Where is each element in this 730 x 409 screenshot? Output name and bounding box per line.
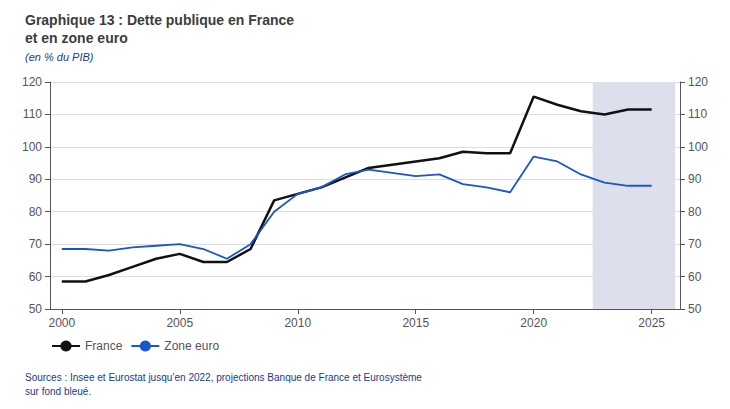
svg-text:60: 60 xyxy=(688,270,702,284)
svg-text:Sources : Insee et Eurostat ju: Sources : Insee et Eurostat jusqu’en 202… xyxy=(25,372,422,383)
svg-text:90: 90 xyxy=(688,172,702,186)
svg-text:et en zone euro: et en zone euro xyxy=(25,30,128,46)
svg-text:70: 70 xyxy=(688,237,702,251)
svg-text:50: 50 xyxy=(688,302,702,316)
svg-text:60: 60 xyxy=(29,270,43,284)
svg-text:2000: 2000 xyxy=(48,316,75,330)
svg-text:sur fond bleué.: sur fond bleué. xyxy=(25,386,91,397)
svg-text:Graphique 13 : Dette publique: Graphique 13 : Dette publique en France xyxy=(25,12,294,28)
svg-text:110: 110 xyxy=(23,107,42,121)
svg-text:2020: 2020 xyxy=(520,316,547,330)
svg-text:France: France xyxy=(85,339,123,353)
svg-text:80: 80 xyxy=(688,205,702,219)
svg-text:(en % du PIB): (en % du PIB) xyxy=(25,51,94,63)
svg-text:70: 70 xyxy=(29,237,43,251)
svg-text:50: 50 xyxy=(29,302,43,316)
svg-text:2025: 2025 xyxy=(638,316,665,330)
svg-text:110: 110 xyxy=(688,107,707,121)
svg-text:100: 100 xyxy=(688,140,708,154)
svg-text:120: 120 xyxy=(688,75,708,89)
svg-text:120: 120 xyxy=(22,75,42,89)
svg-text:100: 100 xyxy=(22,140,42,154)
svg-text:2005: 2005 xyxy=(166,316,193,330)
svg-text:2015: 2015 xyxy=(402,316,429,330)
svg-text:90: 90 xyxy=(29,172,43,186)
svg-text:Zone euro: Zone euro xyxy=(164,339,219,353)
svg-text:80: 80 xyxy=(29,205,43,219)
svg-text:2010: 2010 xyxy=(284,316,311,330)
